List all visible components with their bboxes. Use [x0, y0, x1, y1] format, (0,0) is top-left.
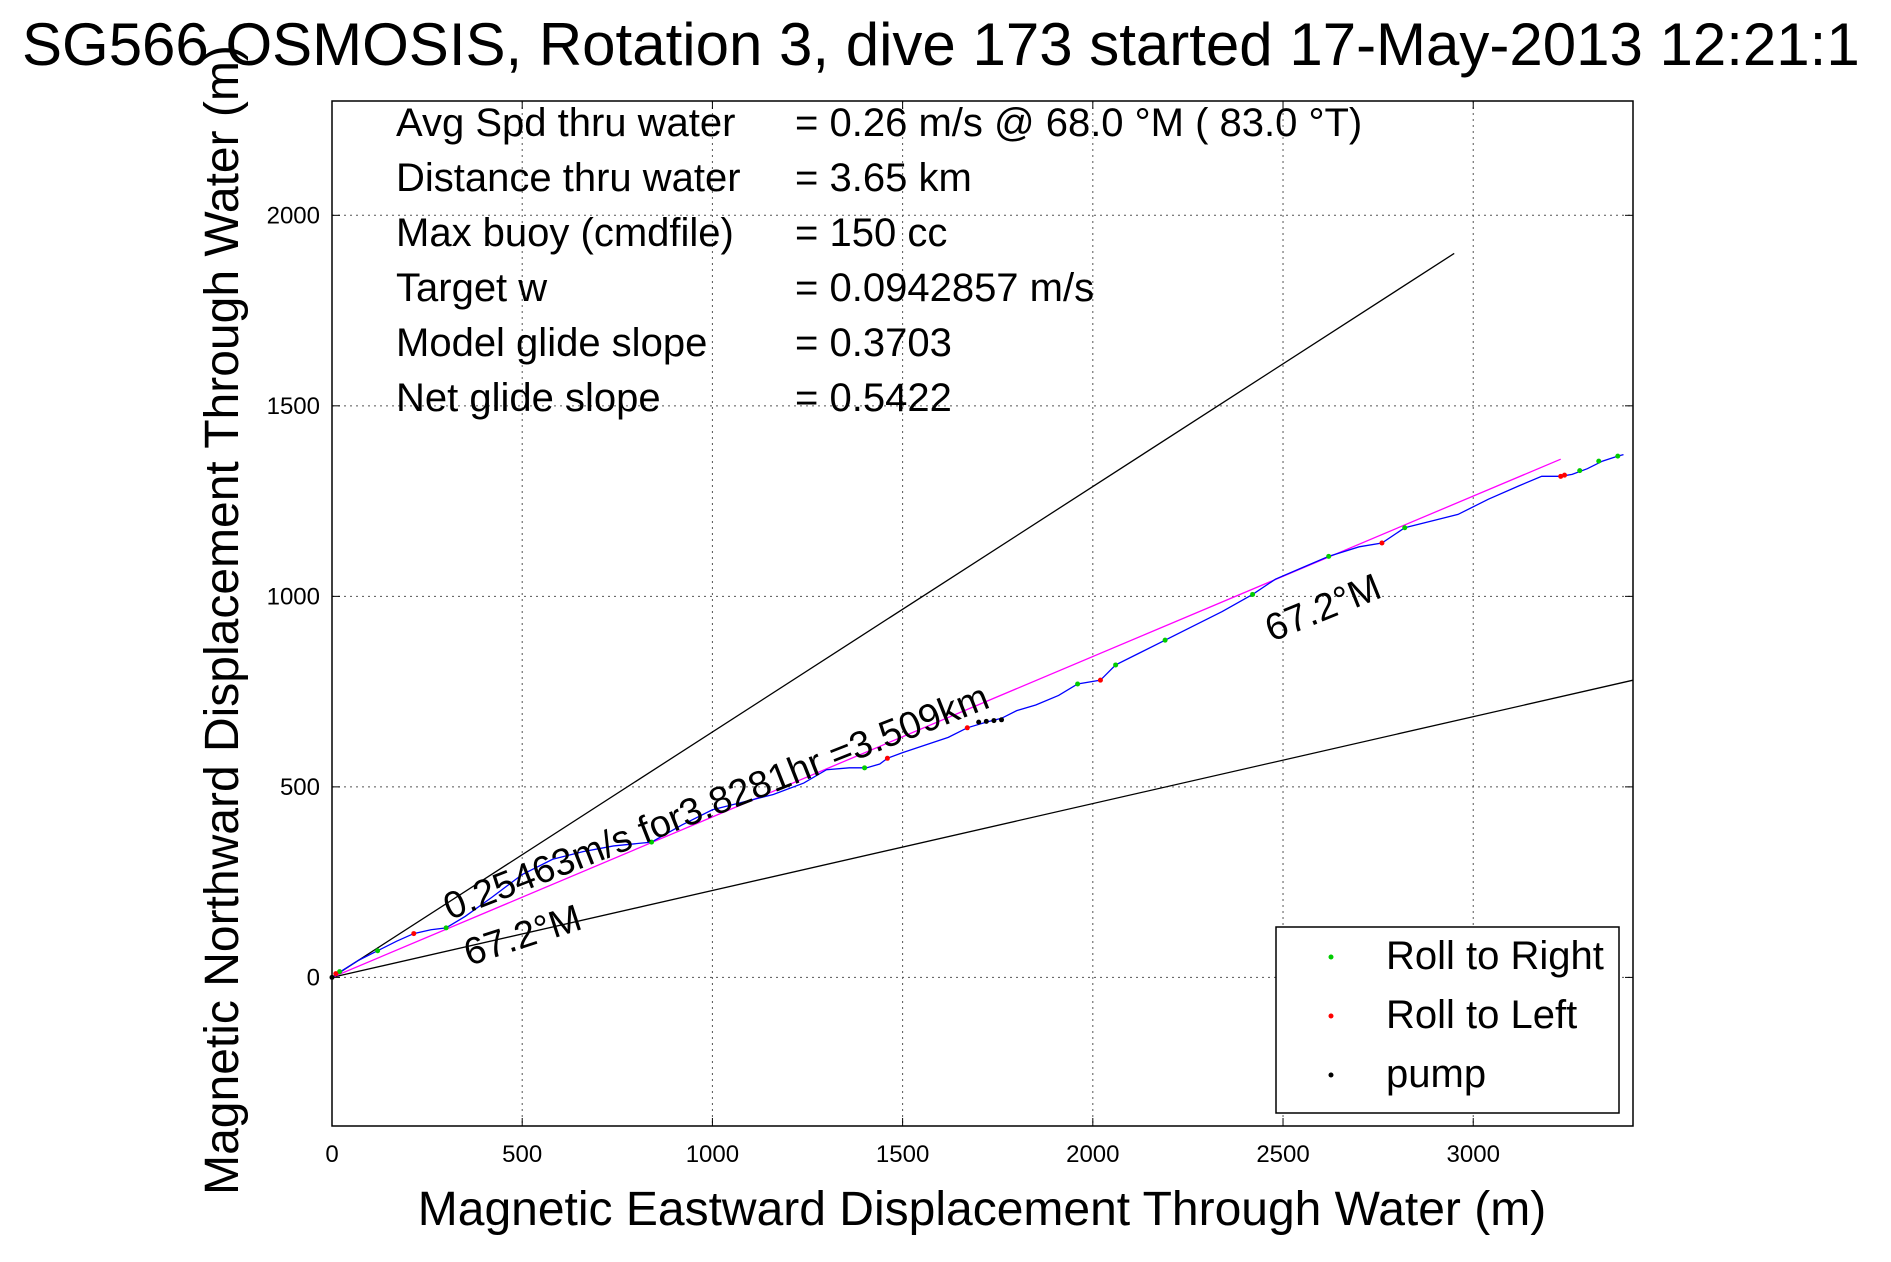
- legend-marker: [1328, 954, 1334, 960]
- marker-roll-to-right: [1075, 681, 1081, 687]
- info-value: = 0.0942857 m/s: [795, 266, 1094, 310]
- y-tick-label: 0: [307, 964, 320, 991]
- plot-border: [331, 100, 1634, 1127]
- info-value: = 3.65 km: [795, 156, 972, 200]
- info-label: Model glide slope: [396, 321, 707, 365]
- y-axis-label: Magnetic Northward Displacement Through …: [196, 45, 249, 1195]
- y-tick-label: 1000: [267, 583, 320, 610]
- marker-roll-to-left: [884, 755, 890, 761]
- legend-label: Roll to Right: [1386, 934, 1604, 978]
- marker-roll-to-right: [1250, 591, 1256, 597]
- marker-roll-to-right: [862, 765, 868, 771]
- marker-roll-to-right: [1113, 662, 1119, 668]
- info-label: Avg Spd thru water: [396, 101, 735, 145]
- marker-layer: [329, 453, 1621, 980]
- grid: [331, 101, 1633, 1126]
- reference-lines: [331, 252, 1634, 979]
- info-label: Distance thru water: [396, 156, 741, 200]
- reference-line-upper-bound: [331, 252, 1455, 978]
- y-tick-label: 1500: [267, 393, 320, 420]
- marker-pump: [976, 719, 982, 725]
- x-tick-label: 1000: [686, 1141, 739, 1168]
- legend-marker: [1328, 1072, 1334, 1078]
- info-label: Max buoy (cmdfile): [396, 211, 734, 255]
- x-tick-label: 1500: [876, 1141, 929, 1168]
- x-axis-label: Magnetic Eastward Displacement Through W…: [418, 1183, 1546, 1236]
- x-tick-label: 500: [502, 1141, 542, 1168]
- marker-roll-to-left: [1379, 540, 1385, 546]
- info-label: Target w: [396, 266, 547, 310]
- marker-pump: [991, 718, 997, 724]
- marker-roll-to-left: [964, 725, 970, 731]
- marker-pump: [999, 717, 1005, 723]
- marker-roll-to-right: [337, 969, 343, 975]
- reference-line-lower-bound: [331, 679, 1634, 979]
- legend-marker: [1328, 1013, 1334, 1019]
- y-ticks: 0 500 1000 1500 2000: [267, 202, 1633, 991]
- marker-roll-to-left: [333, 971, 339, 977]
- marker-roll-to-left: [411, 931, 417, 937]
- marker-roll-to-right: [1326, 553, 1332, 559]
- info-value: = 150 cc: [795, 211, 947, 255]
- info-label: Net glide slope: [396, 376, 661, 420]
- marker-pump: [983, 718, 989, 724]
- info-value: = 0.26 m/s @ 68.0 °M ( 83.0 °T): [795, 101, 1362, 145]
- marker-roll-to-right: [1596, 458, 1602, 464]
- legend: Roll to Right Roll to Left pump: [1275, 926, 1620, 1114]
- marker-roll-to-right: [1577, 468, 1583, 474]
- reference-line-net-track: [331, 458, 1561, 978]
- x-tick-label: 3000: [1447, 1141, 1500, 1168]
- marker-roll-to-right: [375, 948, 381, 954]
- chart-title: SG566 OSMOSIS, Rotation 3, dive 173 star…: [22, 11, 1860, 78]
- marker-roll-to-right: [649, 839, 655, 845]
- marker-roll-to-right: [443, 925, 449, 931]
- x-ticks: 0 500 1000 1500 2000 2500 3000: [325, 101, 1500, 1168]
- info-block: Avg Spd thru water = 0.26 m/s @ 68.0 °M (…: [396, 101, 1362, 420]
- x-tick-label: 2500: [1256, 1141, 1309, 1168]
- marker-roll-to-left: [1558, 473, 1564, 479]
- x-tick-label: 0: [325, 1141, 338, 1168]
- marker-roll-to-left: [1097, 677, 1103, 683]
- legend-label: pump: [1386, 1052, 1486, 1096]
- legend-label: Roll to Left: [1386, 993, 1577, 1037]
- marker-roll-to-right: [1162, 637, 1168, 643]
- x-tick-label: 2000: [1066, 1141, 1119, 1168]
- info-value: = 0.3703: [795, 321, 952, 365]
- y-tick-label: 500: [280, 774, 320, 801]
- y-tick-label: 2000: [267, 202, 320, 229]
- info-value: = 0.5422: [795, 376, 952, 420]
- marker-roll-to-right: [1402, 525, 1408, 531]
- marker-roll-to-left: [1562, 472, 1568, 478]
- marker-roll-to-right: [1615, 453, 1621, 459]
